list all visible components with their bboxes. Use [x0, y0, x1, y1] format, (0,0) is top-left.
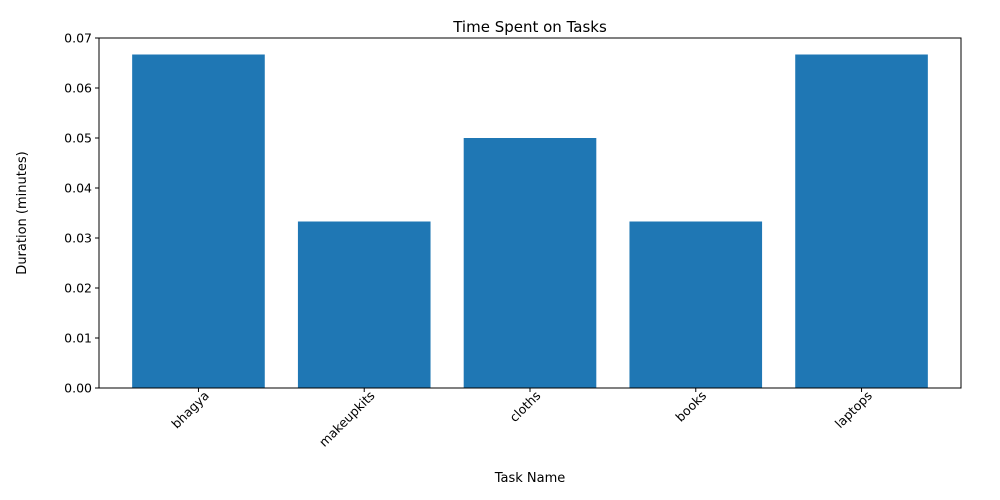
bar-bhagya — [132, 54, 265, 388]
y-tick-label: 0.00 — [64, 381, 92, 396]
y-axis: 0.00 0.01 0.02 0.03 0.04 0.05 0.06 0.07 — [64, 31, 99, 396]
bar-makeupkits — [297, 221, 431, 388]
y-tick-label: 0.06 — [64, 81, 92, 96]
bar-laptops — [795, 54, 928, 388]
y-tick-label: 0.07 — [64, 31, 92, 46]
x-axis: bhagya makeupkits cloths books laptops — [168, 388, 875, 450]
x-tick-label: books — [672, 388, 709, 425]
x-tick-label: laptops — [832, 388, 875, 431]
y-tick-label: 0.03 — [64, 231, 92, 246]
x-tick-label: cloths — [506, 388, 543, 425]
plot-frame — [98, 37, 962, 389]
x-axis-label: Task Name — [494, 471, 566, 486]
y-tick-label: 0.04 — [64, 181, 92, 196]
y-tick-label: 0.05 — [64, 131, 92, 146]
y-tick-label: 0.01 — [64, 331, 92, 346]
bar-cloths — [463, 138, 597, 388]
chart-title: Time Spent on Tasks — [452, 18, 607, 36]
x-tick-label: makeupkits — [316, 388, 378, 450]
y-axis-label: Duration (minutes) — [15, 151, 30, 274]
bar-books — [629, 221, 763, 388]
x-tick-label: bhagya — [168, 388, 211, 431]
bars-group — [132, 54, 928, 388]
y-tick-label: 0.02 — [64, 281, 92, 296]
